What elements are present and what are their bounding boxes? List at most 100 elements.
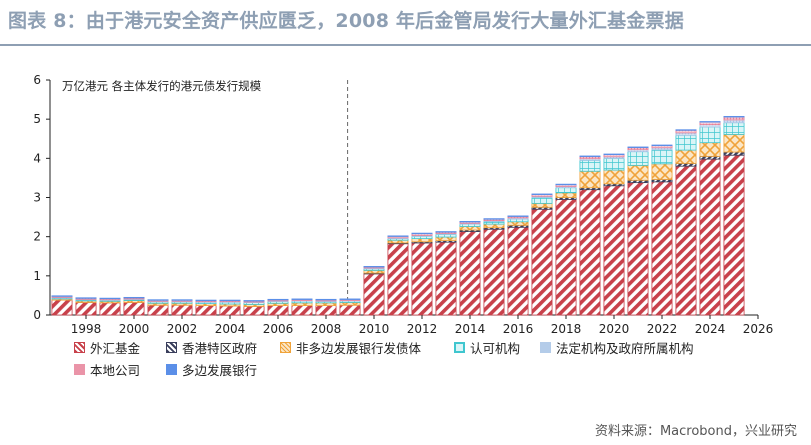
bar-segment-2014-2	[459, 226, 481, 231]
bar-segment-1997-6	[51, 295, 73, 297]
bar-segment-2017-0	[531, 208, 553, 316]
bar-segment-2013-6	[435, 231, 457, 233]
bar-segment-2013-0	[435, 241, 457, 316]
y-tick-label: 1	[33, 269, 41, 283]
bar-segment-2014-0	[459, 231, 481, 316]
legend-swatch	[166, 364, 177, 375]
bar-segment-2001-0	[147, 304, 169, 316]
bar-segment-2016-2	[507, 221, 529, 226]
bar-segment-2015-3	[483, 220, 505, 225]
x-tick-label: 2008	[311, 322, 342, 336]
bar-segment-2017-3	[531, 197, 553, 204]
x-tick-label: 2026	[743, 322, 774, 336]
x-tick-label: 2024	[695, 322, 726, 336]
x-tick-label: 2004	[215, 322, 246, 336]
x-tick-label: 2010	[359, 322, 390, 336]
legend-label: 多边发展银行	[182, 363, 258, 378]
bar-segment-2025-2	[723, 134, 745, 153]
bar-segment-1997-0	[51, 299, 73, 316]
bar-segment-2019-0	[579, 189, 601, 316]
bar-segment-2020-6	[603, 153, 625, 156]
y-tick-label: 3	[33, 191, 41, 205]
x-tick-label: 2016	[503, 322, 534, 336]
stacked-bar-chart: 0 1 2 3 4 5 6 1998 2000 2002 2004 2006 2008 2010 2012 2…	[33, 73, 774, 336]
bar-segment-2021-0	[627, 182, 649, 316]
bar-segment-2010-2	[363, 269, 385, 274]
chart-bars	[51, 116, 745, 316]
bar-segment-2024-1	[699, 155, 721, 160]
bar-segment-2012-2	[411, 238, 433, 243]
bar-segment-2024-2	[699, 142, 721, 157]
bar-segment-2016-6	[507, 215, 529, 217]
legend-item-2: 非多边发展银行发债体	[280, 338, 421, 357]
bar-segment-2000-0	[123, 302, 145, 316]
bar-segment-2006-6	[267, 298, 289, 301]
legend-item-1: 香港特区政府	[166, 338, 257, 357]
legend-item-6: 多边发展银行	[166, 360, 257, 379]
bar-segment-2021-3	[627, 151, 649, 166]
bar-segment-2008-2	[315, 302, 337, 306]
y-tick-label: 5	[33, 112, 41, 126]
legend-item-3: 认可机构	[454, 338, 520, 357]
bar-segment-2003-0	[195, 305, 217, 316]
bar-segment-2008-0	[315, 305, 337, 316]
bar-segment-2009-6	[339, 298, 361, 300]
bar-segment-2020-3	[603, 157, 625, 171]
x-tick-label: 2020	[599, 322, 630, 336]
bar-segment-2022-3	[651, 149, 673, 165]
bar-segment-2018-0	[555, 199, 577, 316]
bar-segment-1999-0	[99, 302, 121, 316]
legend-swatch	[74, 364, 85, 375]
bar-segment-2015-0	[483, 228, 505, 316]
bar-segment-2010-6	[363, 266, 385, 268]
bar-segment-2012-0	[411, 242, 433, 316]
page-title: 图表 8：由于港元安全资产供应匮乏，2008 年后金管局发行大量外汇基金票据	[8, 10, 684, 32]
title-divider	[0, 44, 811, 46]
y-tick-label: 2	[33, 230, 41, 244]
bar-segment-2023-2	[675, 149, 697, 164]
x-tick-label: 2002	[167, 322, 198, 336]
bar-segment-2025-4	[723, 119, 745, 124]
bar-segment-2025-0	[723, 154, 745, 316]
bar-segment-2025-6	[723, 116, 745, 118]
bar-segment-2023-3	[675, 134, 697, 151]
bar-segment-2013-3	[435, 233, 457, 238]
source-note: 资料来源：Macrobond，兴业研究	[594, 424, 797, 439]
legend-swatch	[540, 342, 551, 353]
bar-segment-2016-3	[507, 218, 529, 223]
bar-segment-1998-6	[75, 297, 97, 299]
bar-segment-2010-0	[363, 273, 385, 316]
bar-segment-2019-2	[579, 170, 601, 189]
bar-segment-2025-3	[723, 122, 745, 135]
y-tick-label: 4	[33, 151, 41, 165]
bar-segment-1999-6	[99, 297, 121, 300]
bar-segment-1998-0	[75, 302, 97, 316]
y-tick-label: 0	[33, 308, 41, 322]
bar-segment-2011-2	[387, 239, 409, 244]
legend-swatch	[454, 342, 465, 353]
bar-segment-2009-2	[339, 302, 361, 306]
bar-segment-2023-0	[675, 165, 697, 316]
legend-item-4: 法定机构及政府所属机构	[540, 338, 694, 357]
x-tick-label: 2022	[647, 322, 678, 336]
bar-segment-2023-6	[675, 129, 697, 131]
bar-segment-2019-6	[579, 155, 601, 157]
x-tick-label: 2012	[407, 322, 438, 336]
bar-segment-2020-0	[603, 185, 625, 316]
bar-segment-2001-6	[147, 299, 169, 301]
x-tick-label: 2006	[263, 322, 294, 336]
bar-segment-2023-1	[675, 163, 697, 167]
legend-swatch	[74, 342, 85, 353]
bar-segment-2006-0	[267, 305, 289, 316]
bar-segment-2019-3	[579, 159, 601, 172]
bar-segment-2018-6	[555, 183, 577, 186]
legend-swatch	[166, 342, 177, 353]
bar-segment-2025-1	[723, 151, 745, 156]
bar-segment-2018-2	[555, 192, 577, 198]
x-tick-label: 1998	[71, 322, 102, 336]
bar-segment-2011-0	[387, 243, 409, 316]
bar-segment-2007-0	[291, 305, 313, 316]
x-tick-label: 2018	[551, 322, 582, 336]
y-tick-label: 6	[33, 73, 41, 87]
bar-segment-2015-6	[483, 218, 505, 220]
